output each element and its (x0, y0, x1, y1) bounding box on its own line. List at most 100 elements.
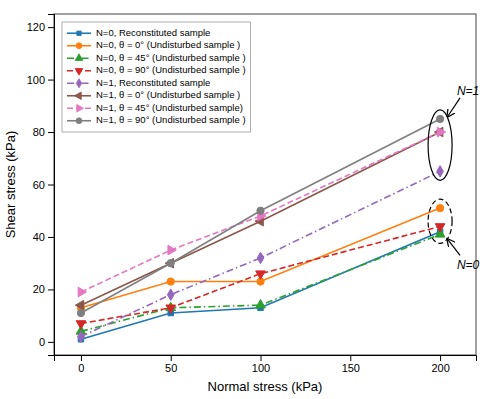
tick-mark (48, 27, 54, 28)
legend-item: N=0, θ = 0° (Undisturbed sample ) (67, 39, 240, 50)
data-area (75, 115, 445, 342)
y-axis-title: Shear stress (kPa) (3, 131, 18, 239)
chart: 0 50 100 150 200 0 20 40 60 80 100 120 N=1 N=0 N=0, Re… (0, 0, 500, 399)
tick-label: 40 (33, 231, 45, 243)
legend-marker (77, 31, 81, 35)
tick-mark (171, 355, 172, 361)
y-tick: 60 (33, 179, 54, 191)
legend-item: N=1, θ = 90° (Undisturbed sample ) (67, 114, 246, 125)
annotation-arrow (447, 239, 460, 255)
plot: 0 50 100 150 200 0 20 40 60 80 100 120 N=1 N=0 N=0, Re… (27, 14, 480, 374)
tick-mark (350, 355, 351, 361)
series-marker (437, 166, 444, 177)
tick-label: 200 (431, 362, 449, 374)
tick-mark (440, 355, 441, 361)
series-marker (166, 305, 176, 313)
axis-line (48, 15, 55, 356)
legend: N=0, Reconstituted sampleN=0, θ = 0° (Un… (62, 22, 251, 132)
series-line (81, 226, 440, 323)
tick-label: 100 (252, 362, 270, 374)
legend-label: N=0, θ = 45° (Undisturbed sample ) (96, 52, 246, 63)
series-marker (256, 300, 266, 308)
legend-label: N=0, θ = 90° (Undisturbed sample ) (96, 64, 246, 75)
tick-label: 100 (27, 74, 45, 86)
series-marker (257, 252, 264, 263)
series-line (81, 232, 440, 340)
group-ellipse (428, 199, 452, 243)
legend-item: N=0, Reconstituted sample (67, 27, 210, 38)
tick-mark (48, 237, 54, 238)
series-marker (78, 331, 85, 342)
series-marker (437, 127, 445, 137)
x-tick: 200 (431, 355, 449, 374)
annotation-arrow (447, 98, 460, 117)
y-tick: 80 (33, 126, 54, 138)
legend-box (62, 22, 251, 132)
series-marker (75, 300, 83, 310)
series-marker (76, 321, 86, 329)
legend-item: N=1, Reconstituted sample (67, 77, 210, 88)
x-axis: 0 50 100 150 200 (55, 355, 477, 374)
x-tick: 150 (342, 355, 360, 374)
x-axis-title: Normal stress (kPa) (208, 379, 323, 394)
y-tick: 100 (27, 74, 54, 86)
series-marker (167, 260, 174, 267)
tick-mark (48, 185, 54, 186)
y-tick: 120 (27, 21, 54, 33)
legend-item: N=0, θ = 45° (Undisturbed sample ) (67, 52, 246, 63)
legend-marker (75, 69, 83, 76)
annotation-text: N=1 (457, 84, 479, 98)
series-line (81, 132, 440, 292)
tick-label: 0 (39, 336, 45, 348)
tick-mark (48, 80, 54, 81)
tick-mark (48, 132, 54, 133)
annotation-text: N=0 (457, 258, 480, 272)
tick-label: 50 (165, 362, 177, 374)
tick-label: 150 (342, 362, 360, 374)
y-axis: 0 20 40 60 80 100 120 (27, 15, 55, 356)
series-marker (256, 271, 266, 279)
series-marker (436, 204, 443, 211)
series-marker (165, 258, 173, 268)
series-marker (78, 287, 86, 297)
legend-marker (75, 92, 82, 100)
y-tick: 0 (39, 336, 54, 348)
annotations: N=1 N=0 (428, 84, 479, 271)
series-line (81, 132, 440, 305)
legend-item: N=0, θ = 90° (Undisturbed sample ) (67, 64, 246, 75)
series-line (81, 119, 440, 313)
tick-mark (261, 355, 262, 361)
legend-marker (76, 118, 82, 124)
y-tick: 20 (33, 283, 54, 295)
x-tick: 0 (78, 355, 84, 374)
legend-item: N=1, θ = 45° (Undisturbed sample) (67, 102, 243, 113)
legend-label: N=1, θ = 90° (Undisturbed sample ) (96, 114, 246, 125)
tick-label: 20 (33, 283, 45, 295)
legend-label: N=1, Reconstituted sample (96, 77, 210, 88)
tick-label: 60 (33, 179, 45, 191)
legend-label: N=1, θ = 45° (Undisturbed sample) (96, 102, 243, 113)
series-marker (167, 278, 174, 285)
y-tick: 40 (33, 231, 54, 243)
series-marker (77, 309, 84, 316)
legend-item: N=1, θ = 0° (Undisturbed sample ) (67, 89, 240, 100)
legend-marker (76, 43, 82, 49)
legend-marker (75, 54, 83, 61)
tick-mark (48, 342, 54, 343)
tick-label: 120 (27, 21, 45, 33)
series-marker (257, 207, 264, 214)
series-marker (435, 224, 445, 232)
series-line (81, 171, 440, 336)
series-line (81, 208, 440, 308)
series-marker (167, 289, 174, 300)
plot-frame (54, 14, 476, 355)
series-marker (168, 245, 176, 255)
legend-marker (76, 79, 81, 88)
tick-mark (81, 355, 82, 361)
axis-line (55, 356, 477, 362)
legend-label: N=1, θ = 0° (Undisturbed sample ) (96, 89, 240, 100)
x-tick: 100 (252, 355, 270, 374)
legend-marker (77, 104, 84, 112)
group-ellipse (428, 110, 452, 180)
x-tick: 50 (165, 355, 177, 374)
